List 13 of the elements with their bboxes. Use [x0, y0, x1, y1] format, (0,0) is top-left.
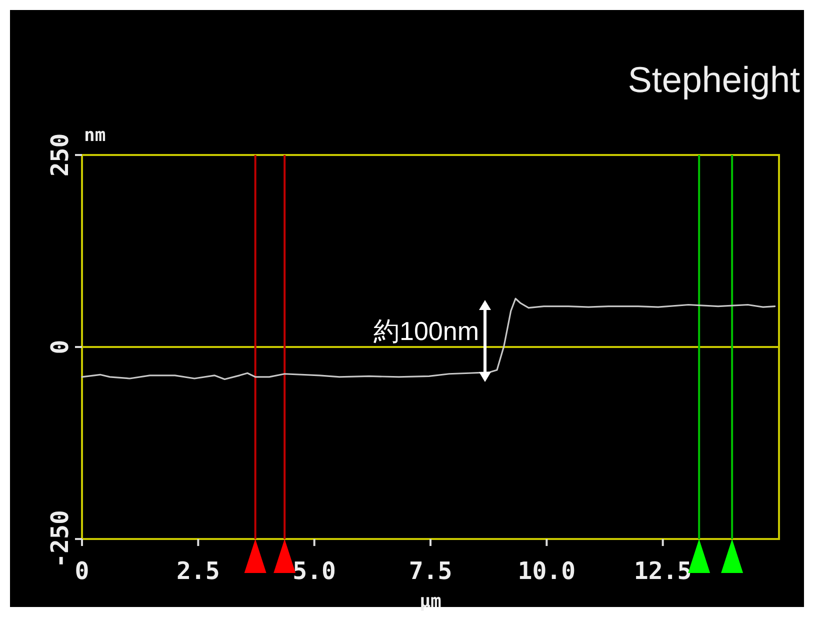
- chart-title: Stepheight: [628, 59, 800, 100]
- x-axis-title: μm: [420, 591, 442, 612]
- y-tick-label: -250: [46, 510, 74, 568]
- x-tick-label: 7.5: [408, 557, 452, 585]
- y-axis-title: nm: [84, 125, 106, 146]
- x-tick-label: 12.5: [634, 557, 692, 585]
- x-tick-label: 5.0: [292, 557, 336, 585]
- y-tick-label: 250: [46, 133, 74, 177]
- x-tick-label: 10.0: [518, 557, 576, 585]
- x-tick-label: 2.5: [176, 557, 220, 585]
- line-series: [81, 298, 776, 380]
- y-tick-label: 0: [46, 340, 74, 354]
- annotation: 約100nm: [374, 316, 479, 346]
